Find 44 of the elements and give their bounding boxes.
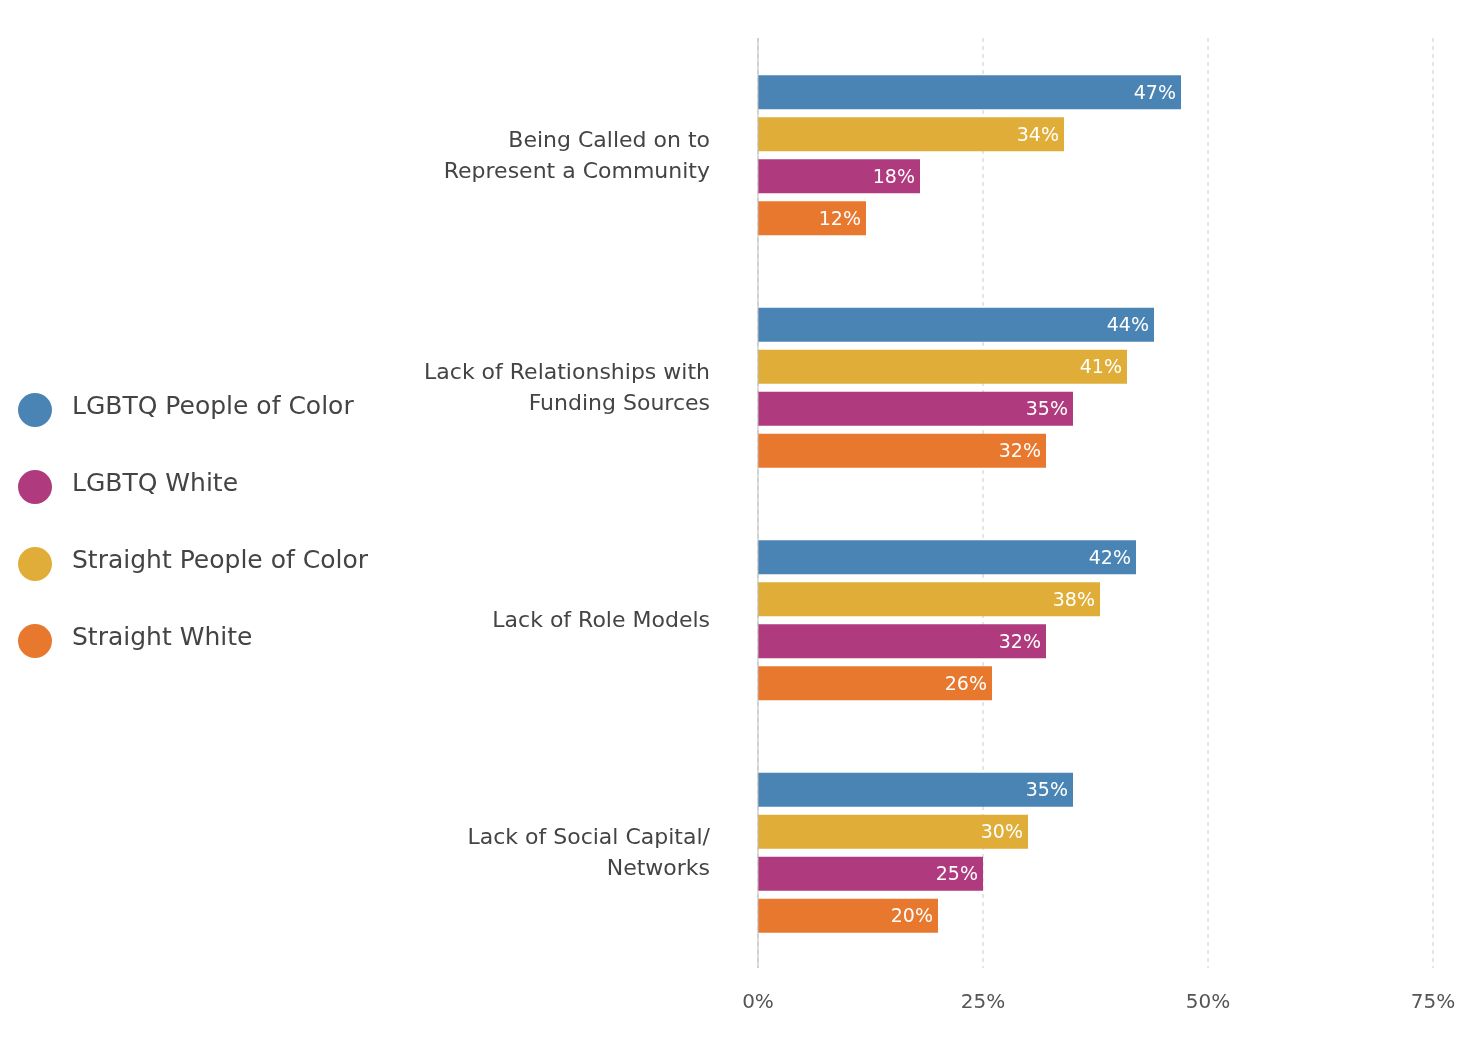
data-label: 41% bbox=[1079, 355, 1122, 378]
data-label: 32% bbox=[998, 629, 1041, 652]
data-label: 44% bbox=[1106, 313, 1149, 336]
bar bbox=[758, 666, 992, 701]
x-tick-label: 75% bbox=[1410, 989, 1456, 1014]
x-tick-label: 0% bbox=[742, 989, 774, 1014]
data-label: 18% bbox=[872, 164, 915, 187]
bar bbox=[758, 814, 1028, 849]
legend-label: Straight People of Color bbox=[72, 545, 368, 574]
bar bbox=[758, 159, 920, 194]
data-label: 26% bbox=[944, 671, 987, 694]
x-tick-label: 25% bbox=[960, 989, 1006, 1014]
bar bbox=[758, 349, 1127, 384]
bar bbox=[758, 898, 938, 933]
y-tick-label: Lack of Relationships with Funding Sources bbox=[424, 358, 710, 415]
data-label: 32% bbox=[998, 439, 1041, 462]
data-label: 38% bbox=[1052, 587, 1095, 610]
x-tick-label: 50% bbox=[1185, 989, 1231, 1014]
data-label: 35% bbox=[1025, 397, 1068, 420]
legend-label: LGBTQ People of Color bbox=[72, 391, 354, 420]
y-tick-label: Lack of Social Capital/ Networks bbox=[467, 823, 711, 880]
data-label: 25% bbox=[935, 862, 978, 885]
y-tick-label: Being Called on to Represent a Community bbox=[443, 126, 710, 183]
data-label: 20% bbox=[890, 904, 933, 927]
legend-label: LGBTQ White bbox=[72, 468, 239, 497]
bar bbox=[758, 201, 866, 236]
data-label: 30% bbox=[980, 820, 1023, 843]
y-tick-label: Lack of Role Models bbox=[492, 606, 710, 632]
data-label: 35% bbox=[1025, 778, 1068, 801]
bar bbox=[758, 856, 983, 891]
bar bbox=[758, 772, 1073, 807]
bar bbox=[758, 391, 1073, 426]
bar bbox=[758, 75, 1181, 110]
data-label: 47% bbox=[1133, 80, 1176, 103]
bar bbox=[758, 624, 1046, 659]
legend-label: Straight White bbox=[72, 622, 253, 651]
bar bbox=[758, 540, 1136, 575]
data-label: 12% bbox=[818, 206, 861, 229]
bar bbox=[758, 433, 1046, 468]
data-label: 34% bbox=[1016, 122, 1059, 145]
bar bbox=[758, 307, 1154, 342]
bar bbox=[758, 117, 1064, 152]
data-label: 42% bbox=[1088, 545, 1131, 568]
bar bbox=[758, 582, 1100, 617]
